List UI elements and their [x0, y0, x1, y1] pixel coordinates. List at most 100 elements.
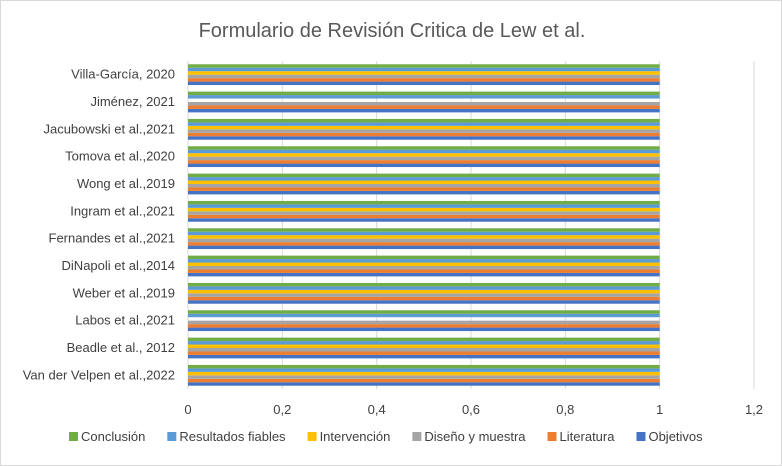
bars — [188, 64, 660, 386]
bar-diseño-y-muestra — [188, 102, 660, 106]
bar-literatura — [188, 105, 660, 109]
legend-item: Objetivos — [636, 429, 703, 444]
bar-literatura — [188, 78, 660, 82]
bar-intervención — [188, 235, 660, 239]
bar-objetivos — [188, 81, 660, 86]
bar-diseño-y-muestra — [188, 156, 660, 161]
bar-resultados-fiables — [188, 368, 660, 372]
legend-item: Resultados fiables — [167, 429, 286, 444]
category-label: Jacubowski et al.,2021 — [43, 121, 175, 136]
x-tick-label: 0,2 — [273, 402, 291, 417]
bar-literatura — [188, 132, 660, 137]
legend: Conclusión Resultados fiables Intervención… — [69, 429, 703, 444]
bar-intervención — [188, 153, 660, 157]
legend-label: Diseño y muestra — [424, 429, 526, 444]
legend-label: Objetivos — [648, 429, 703, 444]
bar-conclusión — [188, 200, 660, 205]
bar-resultados-fiables — [188, 286, 660, 290]
category-label: Weber et al.,2019 — [73, 285, 175, 300]
chart-title: Formulario de Revisión Critica de Lew et… — [199, 20, 586, 42]
bar-literatura — [188, 214, 660, 219]
bar-literatura — [188, 269, 660, 273]
legend-item: Intervención — [307, 429, 391, 444]
bar-objetivos — [188, 218, 660, 222]
x-tick-label: 0 — [184, 402, 191, 417]
bar-conclusión — [188, 228, 660, 232]
legend-label: Resultados fiables — [179, 429, 286, 444]
bar-resultados-fiables — [188, 177, 660, 181]
bar-resultados-fiables — [188, 122, 660, 126]
bar-intervención — [188, 180, 660, 184]
bar-objetivos — [188, 163, 660, 168]
category-label: DiNapoli et al.,2014 — [62, 258, 175, 273]
legend-item: Literatura — [547, 429, 616, 444]
legend-swatch — [167, 432, 177, 441]
bar-objetivos — [188, 136, 660, 140]
x-tick-label: 1 — [656, 402, 663, 417]
category-label: Wong et al.,2019 — [77, 176, 175, 191]
bar-diseño-y-muestra — [188, 266, 660, 270]
x-tick-label: 0,6 — [462, 402, 480, 417]
legend-label: Intervención — [320, 429, 391, 444]
bar-diseño-y-muestra — [188, 320, 660, 325]
legend-swatch — [636, 432, 646, 441]
bar-resultados-fiables — [188, 204, 660, 208]
legend-swatch — [412, 432, 422, 441]
bar-objetivos — [188, 272, 660, 277]
bar-diseño-y-muestra — [188, 129, 660, 133]
category-labels: Van der Velpen et al.,2022 Beadle et al.,… — [23, 67, 175, 383]
bar-objetivos — [188, 108, 660, 113]
bar-objetivos — [188, 382, 660, 386]
category-label: Fernandes et al.,2021 — [49, 231, 175, 246]
bar-intervención — [188, 371, 660, 376]
bar-objetivos — [188, 300, 660, 304]
legend-swatch — [307, 432, 317, 441]
legend-label: Conclusión — [81, 429, 145, 444]
bar-diseño-y-muestra — [188, 184, 660, 188]
bar-diseño-y-muestra — [188, 74, 660, 79]
bar-conclusión — [188, 91, 660, 96]
bar-resultados-fiables — [188, 149, 660, 154]
bar-diseño-y-muestra — [188, 348, 660, 352]
bar-intervención — [188, 289, 660, 294]
bar-conclusión — [188, 310, 660, 314]
bar-literatura — [188, 242, 660, 246]
bar-resultados-fiables — [188, 259, 660, 263]
category-label: Jiménez, 2021 — [90, 94, 175, 109]
x-tick-label: 0,4 — [368, 402, 386, 417]
bar-conclusión — [188, 118, 660, 123]
category-label: Van der Velpen et al.,2022 — [23, 367, 175, 382]
bar-objetivos — [188, 354, 660, 359]
category-label: Ingram et al.,2021 — [70, 203, 175, 218]
bar-literatura — [188, 378, 660, 383]
legend-label: Literatura — [560, 429, 616, 444]
x-tick-label: 1,2 — [745, 402, 763, 417]
bar-conclusión — [188, 173, 660, 178]
legend-item: Diseño y muestra — [412, 429, 526, 444]
category-label: Tomova et al.,2020 — [65, 149, 175, 164]
bar-objetivos — [188, 245, 660, 250]
category-label: Labos et al.,2021 — [75, 313, 175, 328]
bar-objetivos — [188, 190, 660, 195]
x-tick-label: 0,8 — [556, 402, 574, 417]
bar-diseño-y-muestra — [188, 293, 660, 297]
bar-conclusión — [188, 364, 660, 369]
bar-intervención — [188, 125, 660, 130]
bar-intervención — [188, 344, 660, 348]
bar-literatura — [188, 324, 660, 328]
bar-resultados-fiables — [188, 313, 660, 318]
bar-diseño-y-muestra — [188, 238, 660, 243]
bar-resultados-fiables — [188, 231, 660, 236]
bar-intervención — [188, 207, 660, 212]
bar-resultados-fiables — [188, 341, 660, 345]
bar-literatura — [188, 160, 660, 164]
bar-resultados-fiables — [188, 67, 660, 72]
bar-conclusión — [188, 64, 660, 68]
gridlines — [187, 61, 755, 389]
bar-resultados-fiables — [188, 95, 660, 99]
bar-literatura — [188, 351, 660, 355]
bar-objetivos — [188, 327, 660, 332]
bar-conclusión — [188, 255, 660, 260]
